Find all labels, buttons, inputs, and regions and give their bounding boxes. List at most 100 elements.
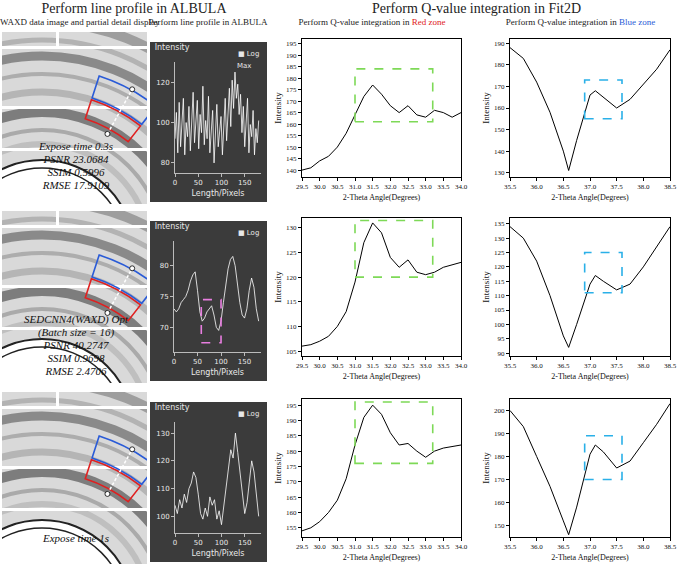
svg-text:110: 110 [156,485,169,493]
svg-text:2-Theta Angle(Degrees): 2-Theta Angle(Degrees) [551,553,629,562]
svg-text:155: 155 [286,524,297,532]
svg-text:180: 180 [494,453,505,461]
svg-text:2-Theta Angle(Degrees): 2-Theta Angle(Degrees) [343,372,421,381]
svg-text:185: 185 [286,432,297,440]
svg-text:130: 130 [156,430,169,438]
svg-text:30.0: 30.0 [314,183,327,191]
svg-text:150: 150 [238,539,251,547]
svg-text:29.5: 29.5 [296,543,309,551]
svg-text:SSIM 0.5996: SSIM 0.5996 [48,166,105,178]
svg-text:125: 125 [286,249,297,257]
svg-text:35.5: 35.5 [504,362,517,370]
svg-text:30.5: 30.5 [331,543,344,551]
svg-text:160: 160 [494,499,505,507]
svg-text:31.5: 31.5 [367,183,380,191]
svg-text:100: 100 [494,321,505,329]
svg-text:■ Log: ■ Log [238,50,259,58]
svg-text:120: 120 [156,79,169,87]
svg-text:120: 120 [156,457,169,465]
svg-text:32.0: 32.0 [384,183,397,191]
svg-text:180: 180 [494,61,505,69]
svg-text:30.5: 30.5 [331,183,344,191]
svg-text:170: 170 [286,98,297,106]
svg-text:150: 150 [494,522,505,530]
svg-text:37.5: 37.5 [611,543,624,551]
svg-text:Expose time 0.3s: Expose time 0.3s [38,140,113,152]
svg-text:35.5: 35.5 [504,543,517,551]
svg-text:RMSE 17.9109: RMSE 17.9109 [42,179,110,191]
svg-text:36.5: 36.5 [557,543,570,551]
svg-text:35.5: 35.5 [504,183,517,191]
svg-text:38.5: 38.5 [664,183,677,191]
svg-text:Intensity: Intensity [481,271,491,303]
svg-text:0: 0 [173,539,177,547]
svg-text:Intensity: Intensity [481,92,491,124]
svg-text:37.0: 37.0 [584,362,597,370]
svg-text:31.5: 31.5 [367,543,380,551]
svg-text:29.5: 29.5 [296,362,309,370]
svg-text:185: 185 [286,63,297,71]
svg-text:30.0: 30.0 [314,362,327,370]
svg-text:32.0: 32.0 [384,362,397,370]
svg-text:36.0: 36.0 [531,183,544,191]
svg-text:PSNR 23.0684: PSNR 23.0684 [43,153,109,165]
svg-text:Length/Pixels: Length/Pixels [192,549,245,558]
svg-text:30.0: 30.0 [314,543,327,551]
svg-text:130: 130 [494,235,505,243]
svg-text:31.0: 31.0 [349,183,362,191]
svg-text:Intensity: Intensity [273,452,283,484]
svg-text:30.5: 30.5 [331,362,344,370]
svg-text:32.5: 32.5 [402,362,415,370]
svg-text:Intensity: Intensity [155,222,190,231]
svg-text:90: 90 [498,350,506,358]
svg-text:150: 150 [494,126,505,134]
svg-text:(Batch size = 16): (Batch size = 16) [38,326,114,339]
svg-text:36.0: 36.0 [531,543,544,551]
svg-text:2-Theta Angle(Degrees): 2-Theta Angle(Degrees) [551,193,629,202]
svg-text:33.5: 33.5 [437,183,450,191]
svg-text:36.5: 36.5 [557,183,570,191]
svg-text:190: 190 [494,430,505,438]
svg-text:125: 125 [494,249,505,257]
svg-text:Expose time 1s: Expose time 1s [42,532,109,544]
svg-text:36.5: 36.5 [557,362,570,370]
svg-text:190: 190 [286,417,297,425]
svg-text:110: 110 [494,292,505,300]
svg-text:195: 195 [286,40,297,48]
svg-text:110: 110 [286,323,297,331]
svg-text:175: 175 [286,86,297,94]
svg-text:155: 155 [286,132,297,140]
svg-text:160: 160 [494,104,505,112]
svg-text:140: 140 [286,167,297,175]
svg-text:2-Theta Angle(Degrees): 2-Theta Angle(Degrees) [343,553,421,562]
svg-text:135: 135 [494,220,505,228]
svg-text:■ Log: ■ Log [238,229,259,237]
svg-text:180: 180 [286,75,297,83]
svg-text:195: 195 [286,402,297,410]
svg-text:170: 170 [494,476,505,484]
svg-text:37.0: 37.0 [584,183,597,191]
svg-text:34.0: 34.0 [455,543,468,551]
svg-text:140: 140 [494,148,505,156]
svg-text:32.5: 32.5 [402,183,415,191]
svg-text:RMSE 2.4706: RMSE 2.4706 [44,365,107,377]
svg-text:50: 50 [193,358,202,366]
svg-text:150: 150 [238,179,251,187]
svg-text:37.5: 37.5 [611,362,624,370]
svg-text:165: 165 [286,109,297,117]
svg-text:Intensity: Intensity [273,271,283,303]
svg-text:120: 120 [494,263,505,271]
svg-text:2-Theta Angle(Degrees): 2-Theta Angle(Degrees) [343,193,421,202]
svg-text:Intensity: Intensity [273,92,283,124]
svg-text:37.0: 37.0 [584,543,597,551]
svg-text:70: 70 [160,324,169,332]
svg-text:80: 80 [161,159,170,167]
svg-text:33.5: 33.5 [437,362,450,370]
svg-text:100: 100 [214,358,227,366]
svg-text:36.0: 36.0 [531,362,544,370]
svg-text:130: 130 [494,169,505,177]
svg-text:33.5: 33.5 [437,543,450,551]
svg-text:75: 75 [160,293,169,301]
svg-text:160: 160 [286,121,297,129]
svg-text:Intensity: Intensity [155,403,190,412]
